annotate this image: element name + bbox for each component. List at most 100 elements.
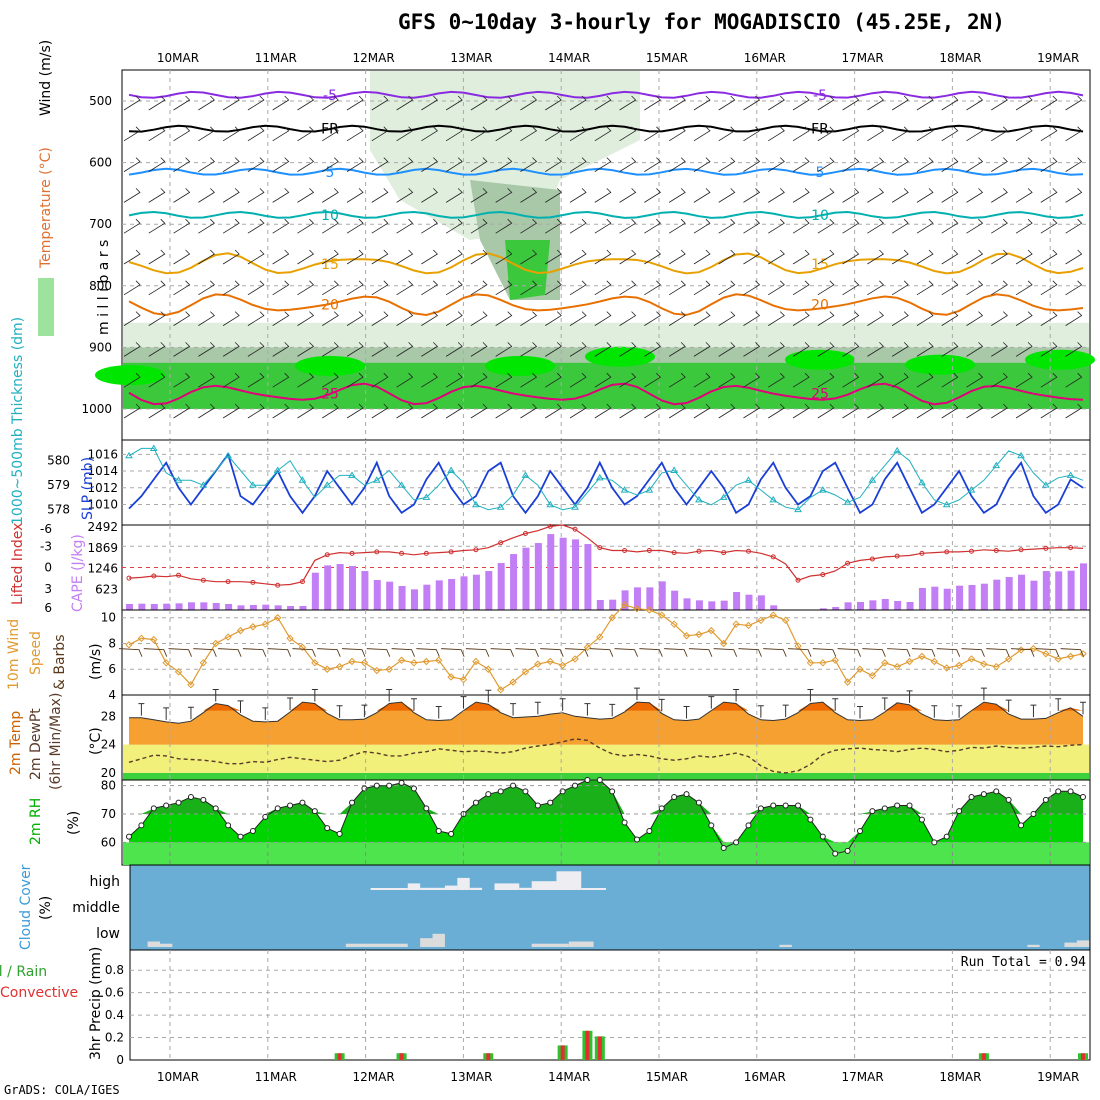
wind-barb [445,126,463,142]
wind-barb [916,311,934,326]
wind-barb [941,403,959,419]
wind-unit-label: (m/s) [88,643,104,680]
wind-barb [817,403,835,419]
cape-bar [881,599,889,610]
wind-barb [272,311,290,326]
wind-barb [991,280,1008,296]
wind-barb [322,311,339,326]
cape-bar [138,603,146,610]
wind-barb [421,126,438,142]
wind-barb [916,372,934,388]
thickness-marker [397,481,406,488]
wind-barb [569,218,587,234]
wind-barb [346,342,364,357]
wind-barb [421,372,438,388]
wind-speed-marker [509,678,517,686]
wind-barb [941,188,959,203]
panel-wind [121,609,1091,696]
wind-barb [173,311,191,326]
wind-barb [322,157,339,172]
isotherm-label: 15 [811,257,829,273]
wind-speed-marker [769,611,777,619]
wind-barb [545,249,562,265]
wind-barb-10m [664,648,688,657]
wind-barb [916,188,934,203]
wind-barb-10m [218,648,242,657]
wind-barb [718,188,736,203]
wind-barb [1015,403,1033,419]
wind-barb [594,126,612,142]
wind-barb [495,157,513,172]
wind-barb [619,126,637,142]
cloud-high-block [457,877,470,890]
li-marker [498,540,504,546]
cape-bar [609,599,617,610]
wind-speed-marker [496,686,505,694]
thickness-axis-label: 1000~500mb Thickness (dm) [10,317,26,525]
cape-tick: 1246 [87,562,118,576]
wind-barb [743,311,761,326]
isotherm-label: 5 [816,165,825,181]
wind-barb [966,342,984,357]
thickness-marker [422,493,431,500]
wind-barb [916,218,934,234]
wind-barb [743,372,761,388]
wind-barb [891,311,909,326]
wind-speed-marker [707,626,716,635]
thickness-marker [843,498,852,505]
wind-speed-marker [992,662,1000,671]
wind-barb [668,311,686,326]
wind-barb [148,157,166,172]
wind-barb [545,218,562,234]
wind-speed-marker [1042,650,1050,658]
wind-barb [396,342,414,357]
wind-barb [867,249,885,265]
precip-tick: 0 [116,1053,124,1067]
temp-tick: 20 [101,766,116,780]
wind-speed-marker [918,652,926,661]
precip-conv-bar [597,1036,602,1060]
wind-barb [693,218,711,234]
wind-barb [545,126,562,142]
cape-bar [200,602,208,610]
wind-barb [198,403,215,419]
thickness-marker [249,481,257,488]
wind-barb [371,280,389,296]
wind-speed-marker [397,656,406,664]
cape-bar [770,605,778,610]
wind-barb [668,188,686,203]
wind-barb [1015,126,1033,142]
wind-speed-marker [955,661,963,670]
wind-barb [445,342,463,357]
wind-barb [396,311,414,326]
wind-barb [495,280,513,296]
rh-high-area [129,780,1083,814]
wind-barb [222,95,240,111]
wind-barb [198,157,215,172]
thickness-marker [149,444,158,451]
wind-barb [123,403,141,419]
wind-speed-marker [286,634,294,643]
thickness-marker [893,446,902,454]
rh-marker [336,830,343,837]
bottom-date-label: 15MAR [646,1070,688,1084]
temp-minmax-whisker [311,689,318,702]
pressure-tick: 900 [89,340,112,354]
wind-speed-marker [187,680,195,689]
wind-barb [644,280,662,296]
wind-barb [247,249,265,265]
li-marker [1043,545,1049,551]
top-date-label: 14MAR [548,51,590,65]
wind-barb [421,342,438,357]
wind-barb [545,188,562,203]
wind-barb [421,280,438,296]
wind-speed-marker [212,639,220,648]
wind-barb-10m [788,648,812,657]
rh-side-bar [38,278,54,336]
cape-bar [943,588,951,610]
temp-minmax-whisker [584,703,591,716]
wind-speed-marker [459,675,468,684]
rh-bright-patch [585,346,655,367]
wind-barb [495,218,513,234]
wind-speed-marker [571,655,579,663]
